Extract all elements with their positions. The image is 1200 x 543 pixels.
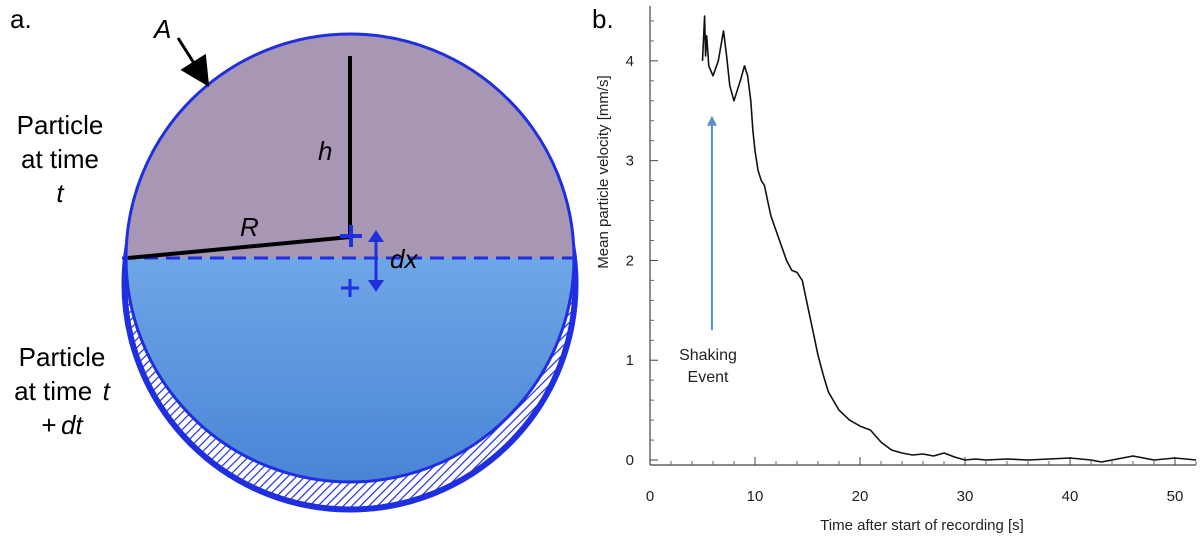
x-tick-label: 30 [957,488,974,505]
y-tick-label: 3 [626,153,634,170]
svg-text:Particle: Particle [19,342,106,372]
y-ticks: 0 1 2 3 4 [626,53,658,469]
radius-line-r [127,235,351,260]
label-dx: dx [390,244,418,274]
x-tick-label: 20 [852,488,869,505]
chart-axes: 0 10 20 30 40 50 0 1 2 3 4 [626,6,1197,505]
x-tick-label: 10 [747,488,764,505]
shaking-event-annotation: Shaking Event [679,115,737,386]
y-tick-label: 1 [626,352,634,369]
label-a-arrow-icon [176,37,210,88]
panel-b-chart: b. 0 10 20 30 40 50 0 1 2 3 4 Time after start of… [592,4,1197,534]
center-mark-tdt [341,279,359,297]
x-tick-label: 50 [1167,488,1184,505]
lower-half-fill [126,258,574,482]
svg-text:Particle: Particle [17,110,104,140]
panel-a-label: a. [10,4,32,34]
svg-text:at time t: at time t [14,376,111,406]
x-axis-label: Time after start of recording [s] [820,517,1024,534]
y-axis-label: Mean particle velocity [mm/s] [595,75,612,268]
label-r: R [240,212,259,242]
y-tick-label: 4 [626,53,634,70]
label-particle-at-tdt: Particle at time t + dt [14,342,111,440]
shaking-label-line1: Shaking [679,347,737,364]
svg-text:+ dt: + dt [41,410,84,440]
x-tick-label: 0 [646,488,654,505]
svg-text:at time: at time [21,144,99,174]
dx-arrow-down-icon [368,280,384,292]
series-line-mean-velocity [701,15,1197,463]
y-tick-label: 0 [626,452,634,469]
shaking-label-line2: Event [688,369,729,386]
x-ticks: 0 10 20 30 40 50 [646,457,1184,505]
minor-ticks [650,20,1197,465]
label-particle-at-t: Particle at time t [17,110,104,208]
center-mark-t [340,225,362,247]
dx-arrow-up-icon [368,230,384,242]
particle-at-tdt-outline [124,283,576,510]
label-h: h [318,136,332,166]
shaking-event-arrowhead-icon [706,115,717,126]
svg-text:t: t [56,178,65,208]
y-tick-label: 2 [626,252,634,269]
label-a: A [152,14,171,44]
panel-a-diagram: a. A h R [10,4,579,513]
x-tick-label: 40 [1062,488,1079,505]
panel-b-label: b. [592,4,614,34]
